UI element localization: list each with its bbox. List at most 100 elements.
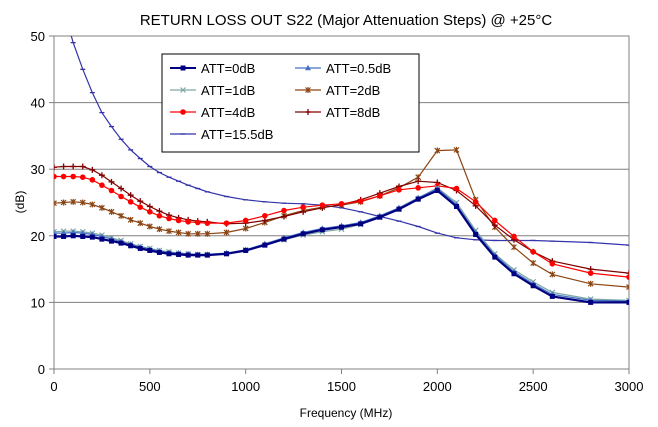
point-ATT=2dB-350 [118,212,125,219]
series-group [54,36,629,305]
point-ATT=4dB-650 [175,217,182,224]
point-ATT=0dB-2800 [588,299,594,305]
point-ATT=4dB-1700 [377,193,383,199]
legend-item-ATT=2dB: ATT=2dB [295,83,380,98]
point-ATT=8dB-1900 [415,178,422,185]
point-ATT=4dB-700 [185,219,191,225]
point-ATT=2dB-400 [127,216,134,223]
point-ATT=2dB-700 [185,230,192,237]
point-ATT=4dB-150 [79,174,86,180]
point-ATT=4dB-2200 [472,199,479,205]
point-ATT=2dB-3000 [626,284,629,291]
point-ATT=0dB-2500 [530,283,536,289]
point-ATT=0dB-500 [147,247,153,253]
point-ATT=0dB-50 [61,233,67,239]
point-ATT=2dB-2000 [434,147,441,154]
x-tick-label-3: 1500 [327,379,356,394]
point-ATT=4dB-750 [194,219,201,226]
point-ATT=4dB-1800 [396,187,402,193]
point-ATT=0dB-750 [195,252,201,258]
point-ATT=0dB-1700 [377,214,383,220]
point-ATT=8dB-3000 [626,270,629,277]
point-ATT=4dB-550 [156,213,163,219]
point-ATT=0dB-2100 [454,203,459,209]
legend-label: ATT=0.5dB [326,61,391,76]
x-tick-label-1: 500 [139,379,161,394]
point-ATT=0dB-550 [156,249,162,255]
point-ATT=4dB-1500 [338,201,345,207]
point-ATT=8dB-350 [118,185,125,192]
legend-box [161,53,420,153]
point-ATT=8dB-450 [137,198,144,205]
point-ATT=4dB-3000 [626,274,629,280]
point-ATT=2dB-300 [108,208,115,215]
point-ATT=2dB-50 [60,199,67,206]
point-ATT=8dB-0 [54,164,57,171]
point-ATT=0dB-300 [109,238,114,244]
y-tick-label-1: 10 [31,295,45,310]
point-ATT=4dB-1600 [357,198,364,204]
point-ATT=8dB-200 [89,166,96,173]
x-axis-label: Frequency (MHz) [300,406,393,420]
point-ATT=4dB-350 [118,193,124,200]
point-ATT=8dB-50 [60,163,67,170]
point-ATT=8dB-400 [127,192,134,199]
point-ATT=0dB-400 [128,243,134,249]
legend-label: ATT=8dB [326,105,380,120]
point-ATT=0dB-1400 [319,227,325,233]
point-ATT=2dB-2100 [453,146,460,153]
point-ATT=4dB-1000 [242,217,249,224]
legend-item-ATT=4dB: ATT=4dB [170,105,255,120]
point-ATT=0dB-1000 [243,247,249,253]
x-tick-label-5: 2500 [519,379,548,394]
point-ATT=0dB-200 [89,234,95,240]
point-ATT=4dB-0 [54,173,57,180]
point-ATT=8dB-1200 [281,213,287,220]
point-ATT=2dB-2600 [549,271,556,278]
point-ATT=4dB-500 [147,209,153,215]
series-ATT=15.5dB [70,36,629,246]
point-ATT=2dB-550 [156,226,163,233]
legend-swatch-marker [180,87,186,93]
legend-item-ATT=0dB: ATT=0dB [170,61,255,76]
point-ATT=4dB-1100 [262,213,268,219]
y-tick-label-2: 20 [31,229,45,244]
point-ATT=0dB-1500 [339,224,344,230]
point-ATT=8dB-500 [146,203,153,210]
point-ATT=0dB-2400 [511,271,517,277]
point-ATT=0dB-1600 [358,221,364,227]
point-ATT=0dB-2000 [434,188,440,194]
series-ATT=4dB [54,173,629,280]
point-ATT=4dB-600 [166,215,172,222]
point-ATT=2dB-650 [175,229,182,236]
legend-item-ATT=1dB: ATT=1dB [170,83,255,98]
point-ATT=4dB-1200 [281,207,287,214]
point-ATT=0dB-3000 [626,299,629,305]
point-ATT=4dB-2300 [492,217,498,224]
point-ATT=8dB-300 [108,178,115,185]
legend-label: ATT=0dB [201,61,255,76]
y-tick-label-3: 30 [31,162,45,177]
point-ATT=0dB-1300 [300,231,306,237]
point-ATT=0dB-2300 [492,254,498,260]
point-ATT=0dB-2200 [473,231,479,237]
point-ATT=0dB-150 [80,233,86,239]
point-ATT=2dB-200 [89,201,96,208]
point-ATT=4dB-1300 [300,204,306,210]
point-ATT=2dB-0 [54,200,57,207]
point-ATT=2dB-600 [166,228,172,235]
point-ATT=0dB-2600 [549,293,555,299]
y-tick-label-0: 0 [38,362,45,377]
point-ATT=0dB-0 [54,233,57,239]
legend-label: ATT=1dB [201,83,255,98]
y-axis-label: (dB) [13,191,27,214]
x-tick-label-6: 3000 [615,379,644,394]
point-ATT=4dB-1400 [319,202,326,208]
legend-item-ATT=0.5dB: ATT=0.5dB [295,61,391,76]
chart-title: RETURN LOSS OUT S22 (Major Attenuation S… [140,12,553,29]
point-ATT=0dB-350 [118,240,124,246]
point-ATT=4dB-450 [137,204,144,210]
point-ATT=2dB-750 [194,230,201,237]
